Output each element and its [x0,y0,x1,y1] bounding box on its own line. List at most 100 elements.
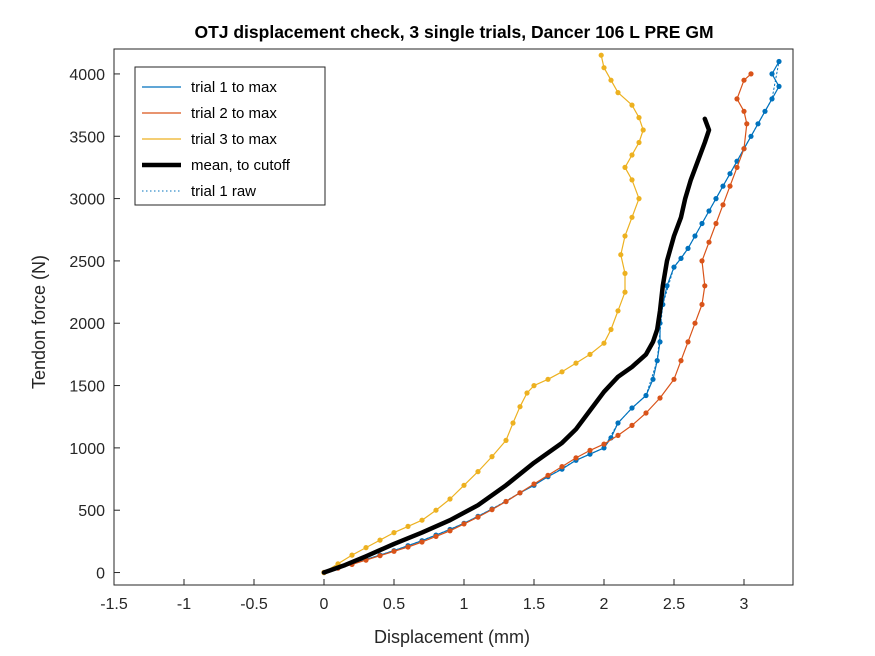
data-point-trial-1-to-max [654,358,660,364]
data-point-trial-3-to-max [545,376,551,382]
data-point-trial-1-to-max [748,133,754,139]
data-point-trial-3-to-max [391,530,397,536]
data-point-trial-2-to-max [531,481,537,487]
x-tick-label: 3 [740,596,749,613]
data-point-trial-3-to-max [615,90,621,96]
x-tick-label: 0 [320,596,329,613]
data-point-trial-2-to-max [503,498,509,505]
chart-title: OTJ displacement check, 3 single trials,… [194,22,713,42]
x-tick-label: -1.5 [100,596,128,613]
data-point-trial-1-to-max [727,171,733,177]
data-point-trial-1-to-max [769,71,775,77]
data-point-trial-3-to-max [636,115,642,121]
data-point-trial-2-to-max [405,544,411,550]
data-point-trial-1-to-max [776,58,782,65]
y-tick-label: 1500 [69,379,105,396]
data-point-trial-1-to-max [685,245,691,251]
data-point-trial-1-to-max [629,405,635,411]
data-point-trial-3-to-max [517,404,523,410]
data-point-trial-3-to-max [587,351,593,357]
data-point-trial-2-to-max [517,490,523,496]
data-point-trial-2-to-max [685,339,691,345]
data-point-trial-1-to-max [755,121,761,127]
x-tick-label: 1 [460,596,469,613]
legend: trial 1 to max trial 2 to max trial 3 to m… [134,66,326,206]
data-point-trial-3-to-max [640,127,646,133]
data-point-trial-1-to-max [713,196,719,202]
y-tick-label: 0 [96,566,105,583]
series-line-mean-to-cutoff [321,116,712,575]
data-point-trial-2-to-max [699,258,705,264]
data-point-trial-2-to-max [475,514,481,520]
data-point-trial-2-to-max [377,553,383,559]
x-tick-label: 2.5 [663,596,685,613]
data-point-trial-3-to-max [559,369,565,375]
data-point-trial-2-to-max [706,239,712,245]
data-point-trial-1-to-max [657,339,663,345]
data-point-trial-3-to-max [489,454,495,460]
data-point-trial-1-to-max [671,264,677,270]
data-point-trial-2-to-max [734,96,740,102]
y-tick-label: 3500 [69,129,105,146]
data-point-trial-2-to-max [741,108,747,114]
data-point-trial-1-to-max [678,255,684,261]
data-point-trial-3-to-max [503,437,509,443]
data-point-trial-2-to-max [615,432,621,438]
y-axis: 0 500 1000 1500 2000 2500 3000 3500 4000 [69,49,120,585]
data-point-trial-2-to-max [727,183,733,189]
y-tick-label: 2000 [69,316,105,333]
data-point-trial-2-to-max [657,395,663,401]
data-point-trial-3-to-max [615,308,621,314]
x-axis-label: Displacement (mm) [374,627,530,647]
data-point-trial-1-to-max [601,445,607,451]
data-point-trial-2-to-max [744,121,750,127]
x-tick-label: 0.5 [383,596,405,613]
data-point-trial-3-to-max [531,383,537,389]
y-tick-label: 4000 [69,67,105,84]
legend-label: trial 2 to max [191,105,277,122]
legend-label: trial 1 to max [191,79,277,96]
data-point-trial-3-to-max [419,517,425,523]
y-tick-label: 1000 [69,441,105,458]
series-layer [321,52,782,576]
data-point-trial-2-to-max [671,376,677,382]
x-axis: -1.5 -1 -0.5 0 0.5 1 1.5 2 2.5 3 [100,579,793,613]
data-point-trial-2-to-max [643,410,649,416]
data-point-trial-2-to-max [741,146,747,152]
data-point-trial-3-to-max [405,523,411,530]
data-point-trial-3-to-max [622,289,628,295]
data-point-trial-1-to-max [692,233,698,239]
data-point-trial-3-to-max [447,496,453,502]
data-point-trial-3-to-max [608,326,614,333]
data-point-trial-1-to-max [706,208,712,214]
data-point-trial-3-to-max [349,552,355,558]
data-point-trial-3-to-max [524,390,530,396]
data-point-trial-3-to-max [475,469,481,475]
data-point-trial-2-to-max [587,447,593,453]
data-point-trial-2-to-max [748,71,754,77]
data-point-trial-1-to-max [643,392,649,399]
data-point-trial-2-to-max [629,422,635,428]
data-point-trial-2-to-max [433,533,439,540]
data-point-trial-3-to-max [629,102,635,108]
data-point-trial-3-to-max [636,139,642,146]
data-point-trial-2-to-max [702,283,708,289]
x-tick-label: 2 [600,596,609,613]
y-tick-label: 500 [78,503,105,520]
data-point-trial-2-to-max [741,77,747,83]
data-point-trial-3-to-max [629,152,635,158]
data-point-trial-1-to-max [776,83,782,89]
legend-label: mean, to cutoff [191,157,291,174]
data-point-trial-1-to-max [699,220,705,227]
y-axis-label: Tendon force (N) [29,255,49,389]
y-tick-label: 2500 [69,254,105,271]
data-point-trial-2-to-max [419,539,425,545]
data-point-trial-2-to-max [699,301,705,308]
data-point-trial-3-to-max [608,77,614,83]
data-point-trial-2-to-max [489,507,495,513]
data-point-trial-3-to-max [377,537,383,543]
x-tick-label: -1 [177,596,191,613]
data-point-trial-2-to-max [461,521,467,527]
data-point-trial-1-to-max [762,108,768,114]
